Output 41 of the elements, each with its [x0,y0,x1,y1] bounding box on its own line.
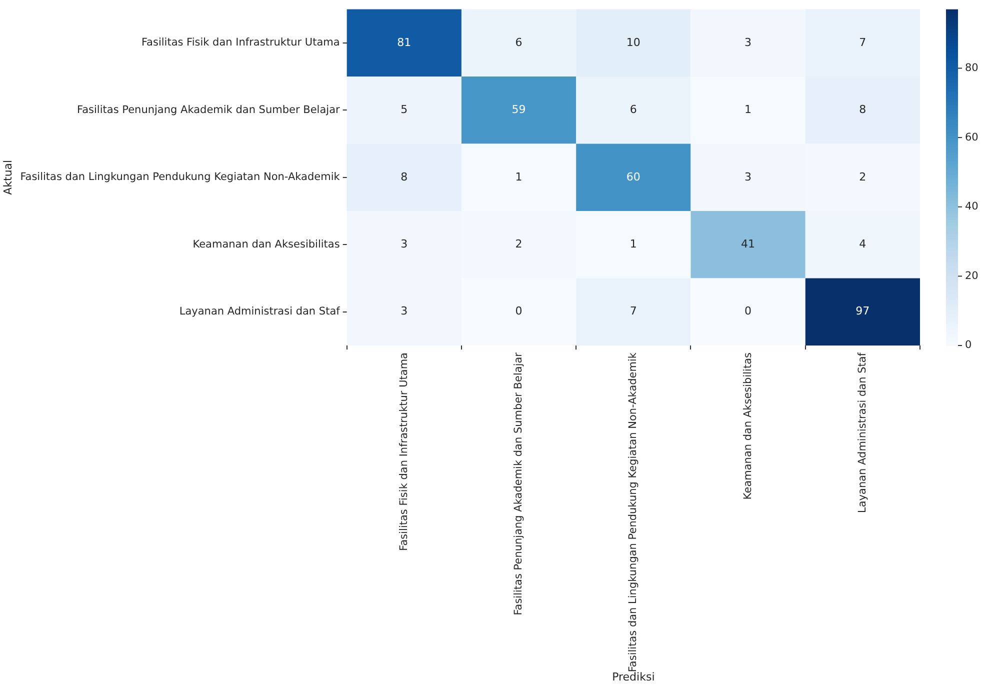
data-label: 8 [859,103,866,116]
x-axis-title: Prediksi [612,670,655,684]
y-tick-label: Fasilitas dan Lingkungan Pendukung Kegiatan Non-Akademik [20,171,341,184]
data-label: 3 [400,238,408,250]
data-label: 60 [626,170,640,184]
data-label: 97 [856,304,870,318]
x-tick-label: Keamanan dan Aksesibilitas [742,352,754,500]
data-label: 0 [744,304,752,318]
data-label: 2 [859,170,866,184]
data-label: 7 [859,36,866,49]
data-label: 3 [400,304,408,318]
color-bar-label: 60 [965,131,978,144]
color-bar-label: 0 [965,339,972,352]
x-tick-label: Fasilitas dan Lingkungan Pendukung Kegiatan Non-Akademik [627,352,640,672]
data-label: 81 [397,36,412,49]
y-tick-label: Keamanan dan Aksesibilitas [192,238,340,250]
y-tick-label: Layanan Administrasi dan Staf [179,306,340,318]
data-label: 6 [630,103,637,116]
data-label: 4 [859,238,866,250]
color-bar-label: 40 [965,200,978,213]
data-label: 1 [515,170,522,184]
data-label: 2 [515,238,522,250]
data-label: 59 [512,103,526,116]
data-label: 10 [626,36,640,49]
data-label: 41 [741,238,756,250]
data-label: 7 [630,304,637,318]
x-tick-label: Layanan Administrasi dan Staf [856,352,868,513]
color-bar-label: 20 [965,270,978,282]
data-label: 3 [744,36,752,49]
y-tick-label: Fasilitas Fisik dan Infrastruktur Utama [141,36,340,49]
x-tick-label: Fasilitas Penunjang Akademik dan Sumber Belajar [512,352,525,616]
data-label: 3 [744,170,752,184]
color-bar-label: 80 [965,62,978,74]
data-label: 6 [515,36,522,49]
data-label: 0 [515,304,522,318]
y-axis-title: Aktual [1,160,14,195]
data-label: 5 [400,103,408,116]
y-tick-label: Fasilitas Penunjang Akademik dan Sumber Belajar [77,104,341,116]
data-label: 8 [400,170,408,184]
data-label: 1 [630,238,637,250]
data-label: 1 [744,103,752,116]
